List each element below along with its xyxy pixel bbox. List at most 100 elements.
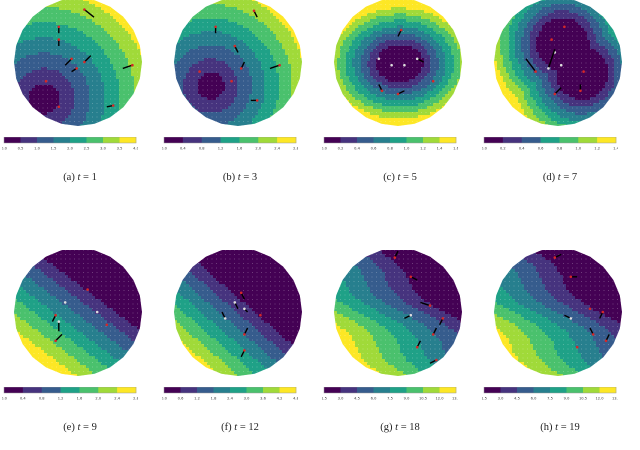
agent-marker: [550, 38, 553, 41]
colorbar-tick-label: 0.0: [322, 147, 328, 151]
agent-marker: [54, 340, 57, 343]
colorbar-tick-label: 2.5: [84, 147, 90, 151]
agent-marker: [58, 38, 61, 41]
caption-label: (a): [63, 172, 75, 183]
colorbar-tick-label: 0.5: [18, 147, 24, 151]
agent-marker: [58, 106, 61, 109]
caption-label: (c): [383, 172, 395, 183]
colorbar-tick-label: 0.6: [371, 147, 377, 151]
subfigure-caption: (e) t = 9: [0, 422, 160, 433]
caption-equals: =: [80, 422, 91, 433]
colorbar-tick-label: 1.0: [404, 147, 410, 151]
colorbar-tick-label: 1.4: [613, 147, 618, 151]
agent-marker: [86, 288, 89, 291]
agent-marker: [240, 67, 243, 70]
agent-marker: [432, 80, 435, 83]
agent-marker: [214, 26, 217, 29]
agent-marker: [58, 320, 61, 323]
agent-marker: [112, 104, 115, 107]
subfigure-caption: (c) t = 5: [320, 172, 480, 183]
colorbar-tick-label: 13.5: [612, 397, 618, 401]
subfigure-caption: (f) t = 12: [160, 422, 320, 433]
colorbar-tick-label: 3.0: [498, 397, 504, 401]
colorbar-tick-label: 7.5: [387, 397, 393, 401]
colorbar: 1.53.04.56.07.59.010.512.013.5: [322, 387, 458, 401]
colorbar-tick-label: 9.0: [404, 397, 410, 401]
contour-plot: [320, 0, 480, 132]
colorbar-tick-label: 0.4: [180, 147, 186, 151]
subfigure-h: 1.53.04.56.07.59.010.512.013.5(h) t = 19: [480, 250, 640, 450]
colorbar-tick-label: 0.0: [162, 397, 168, 401]
agent-marker: [230, 80, 233, 83]
colorbar-tick-label: 0.0: [2, 147, 8, 151]
caption-label: (b): [223, 172, 235, 183]
agent-marker: [256, 99, 259, 102]
colorbar-tick-label: 0.8: [199, 147, 205, 151]
colorbar-tick-label: 1.6: [77, 397, 83, 401]
colorbar-tick-label: 1.5: [482, 397, 487, 401]
subfigure-caption: (g) t = 18: [320, 422, 480, 433]
caption-label: (e): [63, 422, 75, 433]
agent-marker: [605, 340, 608, 343]
colorbar-tick-label: 10.5: [579, 397, 587, 401]
colorbar-tick-label: 0.2: [500, 147, 506, 151]
agent-marker: [58, 26, 61, 29]
agent-marker: [224, 317, 227, 320]
contour-plot: [0, 0, 160, 132]
colorbar-tick-label: 2.0: [95, 397, 101, 401]
agent-marker: [592, 333, 595, 336]
caption-equals: =: [80, 172, 91, 183]
subfigure-caption: (h) t = 19: [480, 422, 640, 433]
agent-marker: [198, 70, 201, 73]
colorbar-tick-label: 1.6: [237, 147, 243, 151]
agent-marker: [54, 314, 57, 317]
colorbar-tick-label: 1.0: [575, 147, 581, 151]
agent-marker: [96, 311, 99, 314]
agent-marker: [416, 346, 419, 349]
agent-marker: [243, 349, 246, 352]
subfigure-caption: (d) t = 7: [480, 172, 640, 183]
subfigure-caption: (a) t = 1: [0, 172, 160, 183]
agent-marker: [534, 70, 537, 73]
agent-marker: [403, 64, 406, 67]
colorbar-tick-label: 1.2: [58, 397, 64, 401]
caption-equals: =: [400, 172, 411, 183]
agent-marker: [554, 93, 557, 96]
colorbar-tick-label: 4.5: [514, 397, 520, 401]
colorbar-tick-label: 0.0: [162, 147, 168, 151]
agent-marker: [259, 314, 262, 317]
caption-equals: =: [561, 172, 572, 183]
contour-plot: [160, 250, 320, 382]
caption-time-value: 18: [409, 422, 420, 433]
colorbar-tick-label: 6.0: [531, 397, 537, 401]
caption-time-value: 1: [92, 172, 97, 183]
colorbar-tick-label: 12.0: [435, 397, 444, 401]
caption-time-value: 7: [572, 172, 577, 183]
colorbar-tick-label: 3.6: [260, 397, 266, 401]
caption-time-value: 19: [569, 422, 580, 433]
agent-marker: [243, 308, 246, 311]
caption-equals: =: [558, 422, 569, 433]
colorbar-tick-label: 3.0: [338, 397, 344, 401]
colorbar-tick-label: 3.5: [117, 147, 123, 151]
colorbar-tick-label: 4.2: [277, 397, 283, 401]
colorbar-tick-label: 0.6: [538, 147, 544, 151]
colorbar-tick-label: 0.4: [354, 147, 360, 151]
agent-marker: [410, 276, 413, 279]
agent-marker: [83, 61, 86, 64]
agent-marker: [435, 359, 438, 362]
caption-equals: =: [241, 172, 252, 183]
agent-marker: [416, 58, 419, 61]
agent-marker: [234, 45, 237, 48]
colorbar-tick-label: 3.0: [244, 397, 250, 401]
caption-time-value: 3: [252, 172, 257, 183]
